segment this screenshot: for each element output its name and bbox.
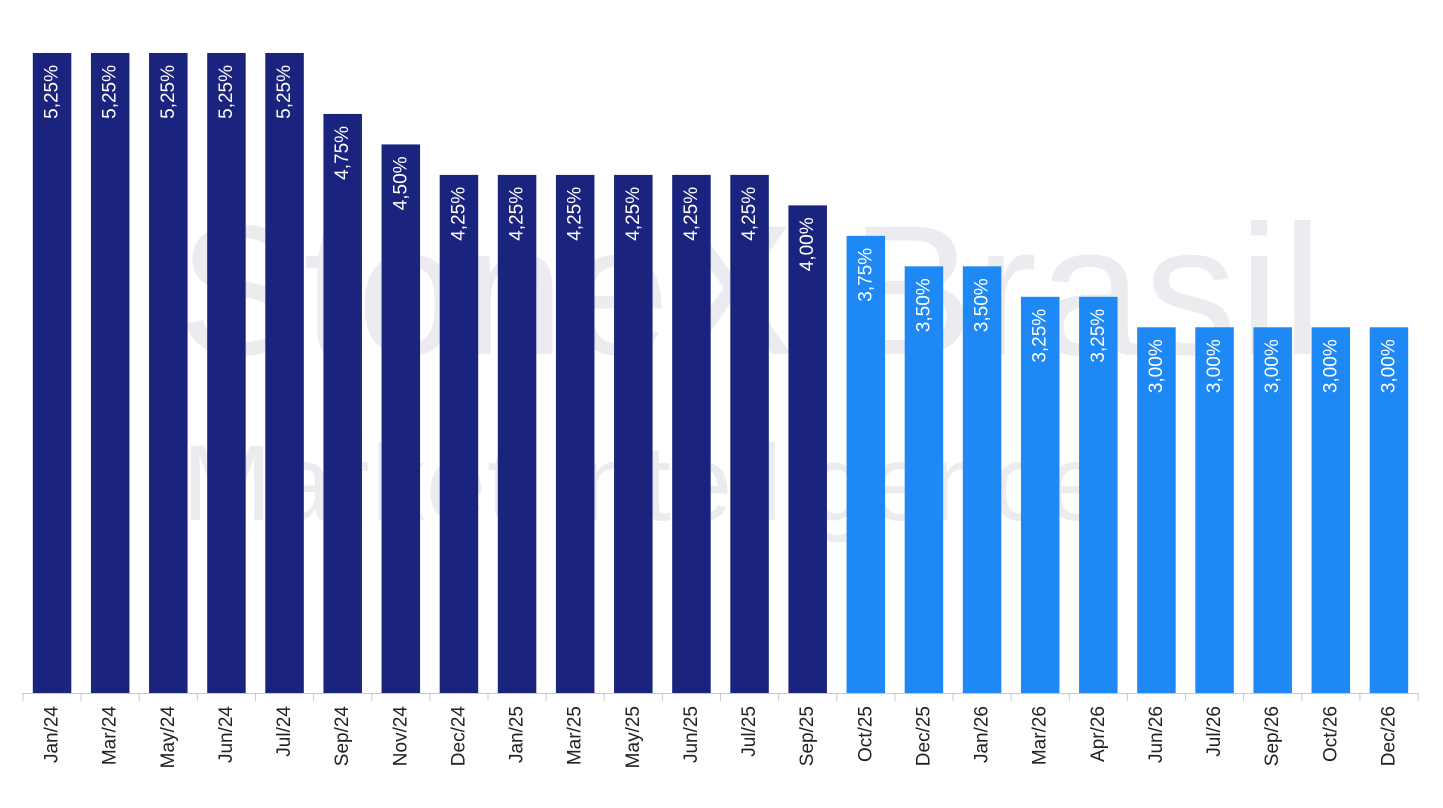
data-label: 3,25% [1088, 309, 1109, 363]
bar [149, 53, 188, 693]
x-tick-label: Oct/25 [855, 706, 876, 762]
x-tick-label: Mar/24 [100, 706, 121, 766]
bar [1311, 327, 1351, 693]
bar [1195, 327, 1234, 693]
bar [439, 174, 479, 693]
x-tick-label: Jan/26 [972, 706, 993, 763]
data-label: 5,25% [158, 65, 179, 119]
data-label: 3,00% [1146, 339, 1167, 393]
bar [555, 174, 595, 693]
x-tick-label: Sep/26 [1262, 706, 1283, 766]
data-label: 3,50% [972, 278, 993, 332]
bar [381, 144, 421, 693]
bar [904, 266, 944, 693]
data-label: 3,75% [855, 248, 876, 302]
data-label: 3,00% [1262, 339, 1283, 393]
data-label: 3,00% [1320, 339, 1341, 393]
x-tick-label: Jan/25 [507, 706, 528, 763]
bar [730, 174, 769, 693]
data-label: 4,25% [739, 187, 760, 241]
data-label: 3,00% [1204, 339, 1225, 393]
bar [1020, 296, 1060, 693]
x-tick-label: Dec/26 [1378, 706, 1399, 766]
data-label: 4,00% [797, 217, 818, 271]
data-label: 4,50% [390, 156, 411, 210]
bar [962, 266, 1002, 693]
bar [672, 174, 711, 693]
bar [1079, 296, 1118, 693]
data-label: 5,25% [216, 65, 237, 119]
bar [614, 174, 653, 693]
x-tick-label: Jul/26 [1204, 706, 1225, 757]
bar [265, 53, 304, 693]
data-label: 5,25% [274, 65, 295, 119]
x-tick-label: Nov/24 [390, 706, 411, 767]
x-tick-label: Dec/24 [448, 706, 469, 767]
x-tick-label: Dec/25 [913, 706, 934, 766]
data-label: 3,50% [913, 278, 934, 332]
x-tick-label: Jul/25 [739, 706, 760, 757]
bar [1253, 327, 1292, 693]
bar [32, 53, 72, 693]
x-tick-label: Jun/25 [681, 706, 702, 763]
x-tick-label: Mar/25 [565, 706, 586, 765]
data-label: 4,25% [507, 187, 528, 241]
data-label: 3,00% [1378, 339, 1399, 393]
x-tick-label: Jul/24 [274, 706, 295, 757]
x-tick-label: Jun/26 [1146, 706, 1167, 763]
x-tick-label: Apr/26 [1088, 706, 1109, 762]
bar [90, 53, 130, 693]
x-tick-label: Sep/24 [332, 706, 353, 767]
bar [207, 53, 246, 693]
x-tick-label: Oct/26 [1320, 706, 1341, 762]
x-tick-label: Mar/26 [1030, 706, 1051, 765]
bar [1369, 327, 1409, 693]
data-label: 4,25% [623, 187, 644, 241]
x-tick-label: May/25 [623, 706, 644, 768]
data-label: 5,25% [100, 65, 121, 119]
data-label: 3,25% [1030, 309, 1051, 363]
x-tick-label: Jun/24 [216, 706, 237, 763]
bar [1137, 327, 1176, 693]
bar [323, 113, 362, 693]
bar [497, 174, 537, 693]
bar [788, 205, 827, 693]
data-label: 4,25% [448, 187, 469, 241]
data-label: 5,25% [42, 65, 63, 119]
x-tick-label: Jan/24 [42, 706, 63, 763]
data-label: 4,75% [332, 126, 353, 180]
data-label: 4,25% [681, 187, 702, 241]
x-tick-label: May/24 [158, 706, 179, 769]
bar [846, 235, 886, 693]
x-tick-label: Sep/25 [797, 706, 818, 766]
data-label: 4,25% [565, 187, 586, 241]
